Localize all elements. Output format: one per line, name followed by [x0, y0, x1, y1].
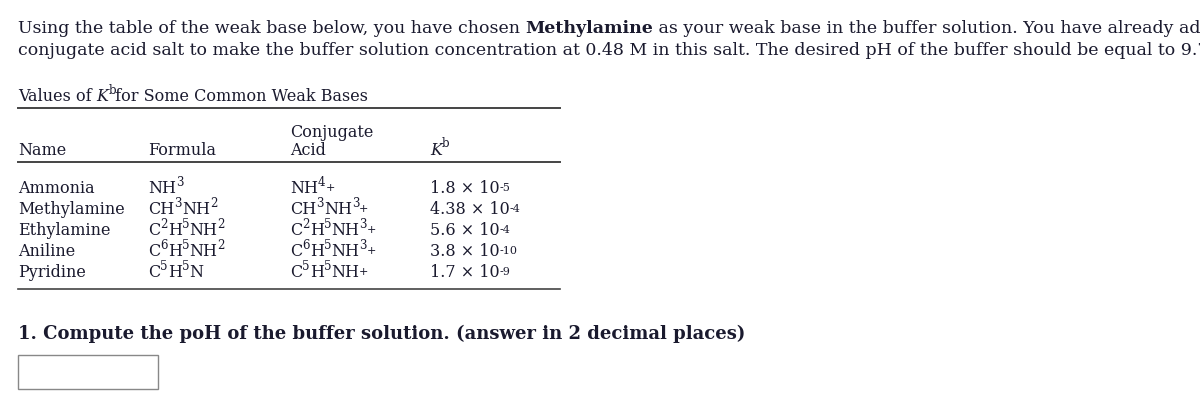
Text: C: C: [148, 264, 161, 281]
Text: 5: 5: [181, 260, 190, 273]
Text: Values of: Values of: [18, 88, 97, 105]
Text: b: b: [442, 137, 450, 150]
Text: +: +: [359, 267, 368, 277]
Text: 5: 5: [324, 239, 331, 252]
Text: NH: NH: [190, 222, 217, 239]
Text: H: H: [310, 243, 324, 260]
Text: Name: Name: [18, 142, 66, 159]
Text: +: +: [325, 183, 335, 193]
Text: conjugate acid salt to make the buffer solution concentration at 0.48 M in this : conjugate acid salt to make the buffer s…: [18, 42, 1200, 59]
Text: 3: 3: [317, 197, 324, 210]
Text: 4: 4: [318, 176, 325, 189]
Text: H: H: [168, 222, 181, 239]
Text: 5: 5: [324, 218, 331, 231]
Bar: [18, 355, 158, 389]
Text: K: K: [97, 88, 109, 105]
Text: 3.8 × 10: 3.8 × 10: [430, 243, 499, 260]
Text: 1.7 × 10: 1.7 × 10: [430, 264, 499, 281]
Text: 5: 5: [161, 260, 168, 273]
Text: 1. Compute the poH of the buffer solution. (answer in 2 decimal places): 1. Compute the poH of the buffer solutio…: [18, 325, 745, 343]
Text: for Some Common Weak Bases: for Some Common Weak Bases: [109, 88, 367, 105]
Text: -9: -9: [499, 267, 510, 277]
Text: 1.8 × 10: 1.8 × 10: [430, 180, 499, 197]
Text: 2: 2: [302, 218, 310, 231]
Text: C: C: [148, 243, 161, 260]
Text: 3: 3: [359, 239, 367, 252]
Text: 6: 6: [161, 239, 168, 252]
Text: NH: NH: [331, 264, 359, 281]
Text: +: +: [359, 204, 368, 214]
Text: NH: NH: [331, 243, 359, 260]
Text: CH: CH: [148, 201, 174, 218]
Text: Ammonia: Ammonia: [18, 180, 95, 197]
Text: -4: -4: [510, 204, 521, 214]
Text: Acid: Acid: [290, 142, 326, 159]
Text: 2: 2: [161, 218, 168, 231]
Text: 2: 2: [217, 218, 224, 231]
Text: 3: 3: [359, 218, 367, 231]
Text: C: C: [290, 222, 302, 239]
Text: CH: CH: [290, 201, 317, 218]
Text: Formula: Formula: [148, 142, 216, 159]
Text: NH: NH: [324, 201, 352, 218]
Text: 3: 3: [174, 197, 181, 210]
Text: H: H: [168, 243, 181, 260]
Text: 5.6 × 10: 5.6 × 10: [430, 222, 499, 239]
Text: as your weak base in the buffer solution. You have already added enough of the: as your weak base in the buffer solution…: [653, 20, 1200, 37]
Text: 5: 5: [181, 218, 190, 231]
Text: 3: 3: [352, 197, 359, 210]
Text: -10: -10: [499, 246, 517, 256]
Text: Using the table of the weak base below, you have chosen: Using the table of the weak base below, …: [18, 20, 526, 37]
Text: 6: 6: [302, 239, 310, 252]
Text: Pyridine: Pyridine: [18, 264, 86, 281]
Text: NH: NH: [148, 180, 176, 197]
Text: +: +: [367, 246, 376, 256]
Text: NH: NH: [190, 243, 217, 260]
Text: b: b: [109, 84, 116, 97]
Text: +: +: [367, 225, 376, 235]
Text: H: H: [168, 264, 181, 281]
Text: NH: NH: [331, 222, 359, 239]
Text: H: H: [310, 264, 324, 281]
Text: N: N: [190, 264, 203, 281]
Text: Ethylamine: Ethylamine: [18, 222, 110, 239]
Text: H: H: [310, 222, 324, 239]
Text: C: C: [290, 243, 302, 260]
Text: 5: 5: [302, 260, 310, 273]
Text: NH: NH: [290, 180, 318, 197]
Text: 4.38 × 10: 4.38 × 10: [430, 201, 510, 218]
Text: C: C: [148, 222, 161, 239]
Text: C: C: [290, 264, 302, 281]
Text: 5: 5: [324, 260, 331, 273]
Text: K: K: [430, 142, 442, 159]
Text: Aniline: Aniline: [18, 243, 76, 260]
Text: Methylamine: Methylamine: [18, 201, 125, 218]
Text: 2: 2: [217, 239, 224, 252]
Text: -5: -5: [499, 183, 510, 193]
Text: NH: NH: [181, 201, 210, 218]
Text: 3: 3: [176, 176, 184, 189]
Text: -4: -4: [499, 225, 510, 235]
Text: 2: 2: [210, 197, 217, 210]
Text: 5: 5: [181, 239, 190, 252]
Text: Methylamine: Methylamine: [526, 20, 653, 37]
Text: Conjugate: Conjugate: [290, 124, 373, 141]
